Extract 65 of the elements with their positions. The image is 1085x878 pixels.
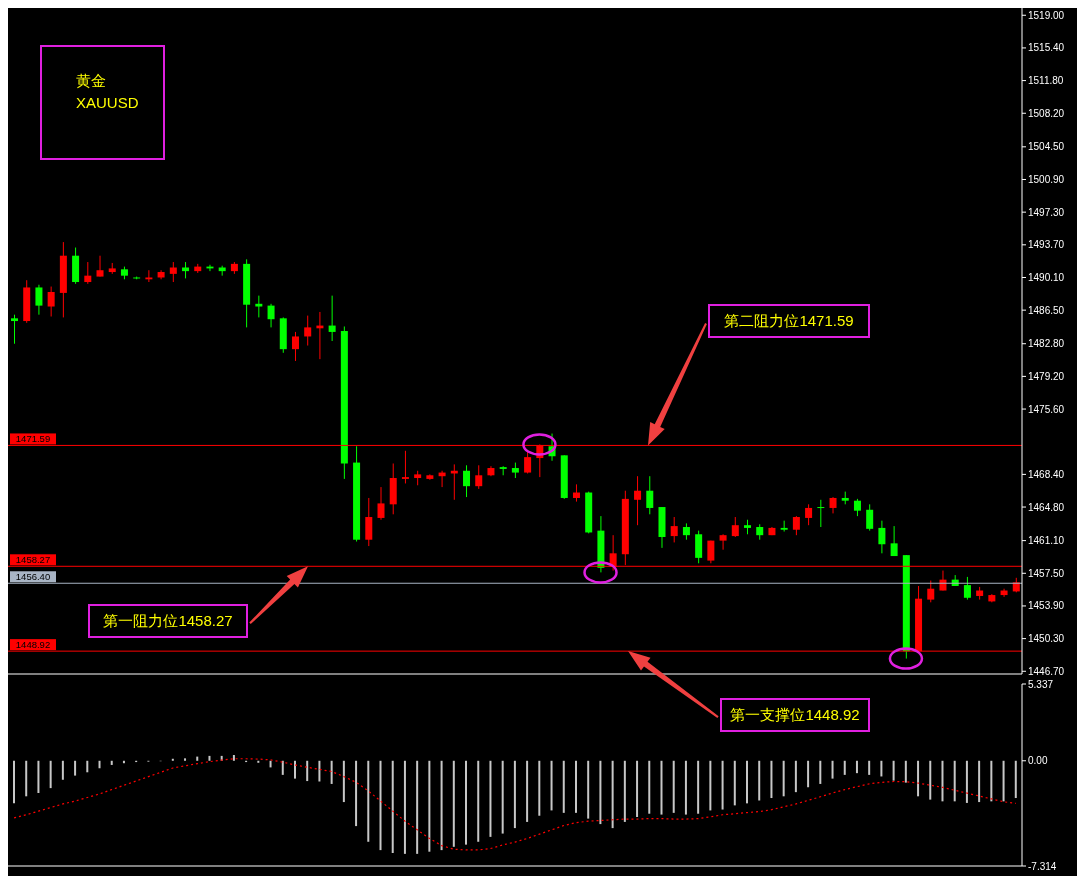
candlestick <box>304 315 312 347</box>
y-tick-label: 1475.60 <box>1028 403 1065 415</box>
text: 黄金 <box>76 71 107 91</box>
y-tick-label: 1511.80 <box>1028 75 1064 87</box>
y-tick-label: 1515.40 <box>1028 42 1065 54</box>
ref-line-label: 1448.92 <box>15 639 51 651</box>
y-tick-label: 1508.20 <box>1028 107 1065 119</box>
candlestick <box>169 261 177 283</box>
candlestick <box>890 525 898 557</box>
candlestick <box>866 503 874 532</box>
candlestick <box>817 499 825 528</box>
y-tick-label: 1461.10 <box>1028 535 1065 547</box>
candlestick <box>463 464 471 498</box>
candlestick <box>927 580 935 603</box>
y-tick-label: 0.00 <box>1028 755 1048 767</box>
candlestick <box>646 475 654 515</box>
candlestick <box>47 286 55 317</box>
annotation: 第二阻力位1471.59 <box>724 311 854 331</box>
candlestick <box>145 269 153 283</box>
y-tick-label: 1450.30 <box>1028 633 1065 645</box>
y-tick-label: 1500.90 <box>1028 174 1065 186</box>
candlestick <box>84 261 92 285</box>
y-tick-label: 1457.50 <box>1028 567 1065 579</box>
y-tick-label: 1497.30 <box>1028 206 1065 218</box>
candlestick <box>35 284 43 316</box>
y-tick-label: 1464.80 <box>1028 501 1065 513</box>
ref-line-label: 1471.59 <box>15 433 51 445</box>
candlestick <box>792 515 800 536</box>
candlestick <box>731 516 739 538</box>
annotation: 第一阻力位1458.27 <box>103 611 233 631</box>
candlestick <box>11 314 18 345</box>
y-tick-label: -7.314 <box>1028 860 1057 872</box>
y-tick-label: 1490.10 <box>1028 272 1065 284</box>
y-tick-label: 1504.50 <box>1028 141 1065 153</box>
candlestick <box>939 570 947 592</box>
candlestick <box>291 331 299 362</box>
candlestick <box>719 533 727 551</box>
y-tick-label: 1453.90 <box>1028 600 1065 612</box>
y-tick-label: 5.337 <box>1028 678 1054 690</box>
line-series <box>13 758 1017 851</box>
candlestick <box>328 295 336 342</box>
candlestick <box>255 295 263 318</box>
candlestick <box>96 255 104 278</box>
candlestick <box>634 475 642 526</box>
ref-line-label: 1458.27 <box>15 554 51 566</box>
candlestick <box>365 497 373 547</box>
candlestick <box>267 303 275 328</box>
ref-line-label: 1456.40 <box>15 571 51 583</box>
candlestick <box>878 520 886 554</box>
y-tick-label: 1519.00 <box>1028 9 1065 21</box>
text: XAUUSD <box>76 93 139 113</box>
y-tick-label: 1493.70 <box>1028 239 1065 251</box>
candlestick <box>377 486 385 521</box>
annotation: 第一支撑位1448.92 <box>730 705 860 725</box>
candlestick <box>805 503 813 526</box>
y-tick-label: 1482.80 <box>1028 338 1065 350</box>
y-tick-label: 1446.70 <box>1028 665 1065 677</box>
candlestick <box>670 516 678 543</box>
y-tick-label: 1486.50 <box>1028 304 1065 316</box>
candlestick <box>695 530 703 564</box>
candlestick <box>475 464 483 490</box>
candlestick <box>401 450 409 484</box>
candlestick <box>963 576 971 601</box>
y-tick-label: 1479.20 <box>1028 370 1065 382</box>
y-tick-label: 1468.40 <box>1028 468 1065 480</box>
